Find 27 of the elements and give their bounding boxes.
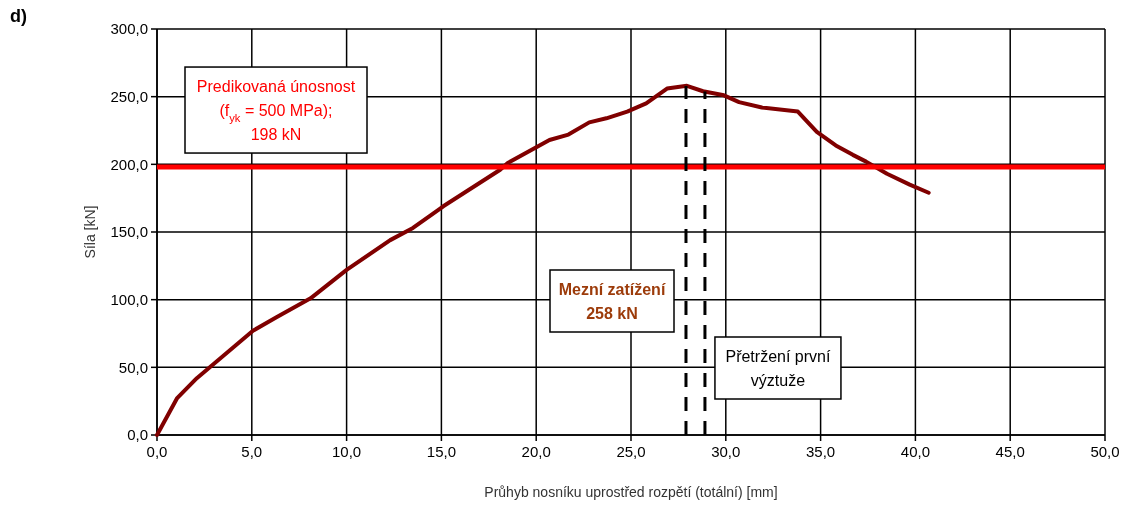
y-tick-label: 150,0 xyxy=(110,223,148,241)
y-tick-label: 200,0 xyxy=(110,155,148,173)
x-tick-label: 45,0 xyxy=(995,443,1025,460)
x-tick-label: 35,0 xyxy=(806,443,836,460)
x-tick-label: 0,0 xyxy=(146,443,168,460)
y-axis-title: Síla [kN] xyxy=(82,205,98,259)
label-box: Predikovaná únosnost (f$_{yk}$ = 500 MPa); 198 kN xyxy=(184,66,368,154)
ref-line-label: Predikovaná únosnost (f$_{yk}$ = 500 MPa); 198 kN xyxy=(196,77,356,143)
label-box: Mezní zatížení 258 kN xyxy=(549,269,675,333)
annotation: Mezní zatížení 258 kN xyxy=(558,280,666,322)
x-tick-label: 30,0 xyxy=(711,443,741,460)
x-tick-label: 15,0 xyxy=(426,443,456,460)
y-tick-label: 100,0 xyxy=(110,290,148,308)
x-tick-label: 50,0 xyxy=(1090,443,1120,460)
x-tick-label: 25,0 xyxy=(616,443,646,460)
x-axis-title: Průhyb nosníku uprostřed rozpětí (totální) [mm] xyxy=(484,484,778,500)
y-tick-label: 50,0 xyxy=(118,358,148,376)
x-tick-label: 20,0 xyxy=(521,443,551,460)
x-tick-label: 10,0 xyxy=(332,443,362,460)
ref-line-label: Přetržení první výztuže xyxy=(725,347,831,389)
text: d) xyxy=(10,6,27,26)
y-tick-label: 300,0 xyxy=(110,20,148,38)
y-tick-label: 250,0 xyxy=(110,87,148,105)
x-tick-label: 40,0 xyxy=(900,443,930,460)
label-box: Přetržení první výztuže xyxy=(714,336,842,400)
y-tick-label: 0,0 xyxy=(127,426,148,444)
x-tick-label: 5,0 xyxy=(241,443,263,460)
